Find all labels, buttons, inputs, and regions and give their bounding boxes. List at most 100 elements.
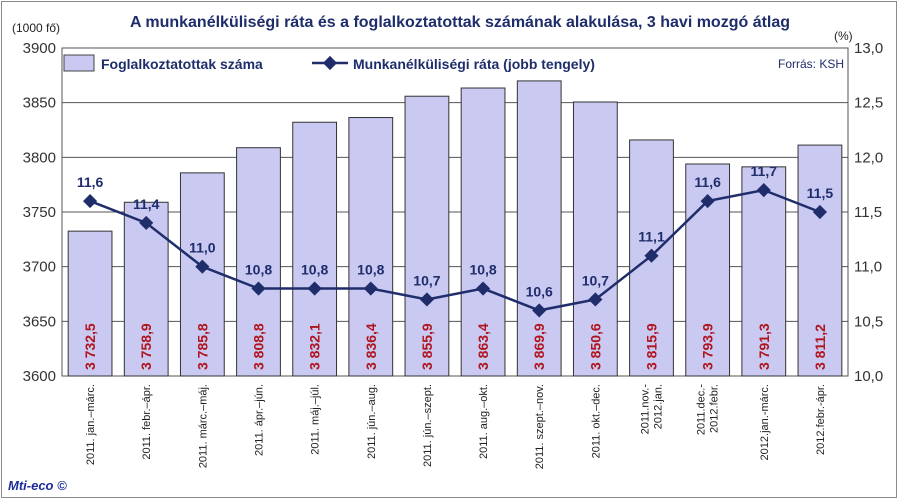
line-value-label: 10,7	[413, 272, 440, 288]
line-point	[476, 281, 491, 296]
category-label: 2011.dec.-	[696, 384, 708, 436]
line-value-label: 10,8	[357, 262, 384, 278]
line-point	[139, 215, 154, 231]
bar-value-label: 3 811,2	[812, 324, 828, 370]
bar-value-label: 3 793,9	[700, 323, 716, 370]
bar	[741, 166, 787, 377]
bar	[460, 87, 506, 377]
left-tick-label: 3750	[23, 204, 56, 221]
category-label: 2012.febr.	[709, 384, 721, 433]
legend-line-marker	[322, 55, 338, 71]
bar	[572, 101, 618, 377]
line-point	[756, 183, 771, 198]
line-value-label: 11,6	[77, 174, 104, 190]
rate-line	[89, 188, 821, 312]
right-tick-label: 10,5	[854, 313, 883, 330]
category-label: 2011. jún.–aug.	[366, 384, 378, 459]
line-point	[532, 303, 547, 318]
line-series: 11,6 11,4 11,0 10,8 10,8 10,8 10,7 10,8 10,6 10,7…	[77, 163, 834, 318]
bar-value-label: 3 785,8	[194, 323, 210, 370]
category-label: 2011. máj.–júl.	[310, 384, 322, 455]
line-point	[588, 292, 603, 307]
bar	[348, 117, 394, 377]
line-value-label: 11,4	[133, 196, 160, 212]
category-label: 2011. okt.–dec.	[590, 384, 602, 458]
left-tick-label: 3650	[23, 313, 56, 330]
category-label: 2011.nov.-	[640, 384, 652, 435]
bar-value-label: 3 791,3	[756, 323, 772, 370]
category-label: 2011. aug.–okt.	[478, 384, 490, 459]
bar-value-label: 3 815,9	[644, 323, 660, 370]
line-value-label: 11,1	[638, 229, 665, 245]
category-labels: 2011. jan.–márc. 2011. febr.–ápr. 2011. má…	[85, 384, 827, 470]
line-point	[83, 193, 98, 209]
bar	[797, 144, 843, 377]
category-label: 2011. jan.–márc.	[85, 384, 97, 465]
bar-value-label: 3 832,1	[307, 323, 323, 370]
bar-value-label: 3 850,6	[587, 323, 603, 370]
category-label: 2011. febr.–ápr.	[141, 384, 153, 460]
bar	[123, 201, 169, 377]
line-point	[307, 281, 322, 296]
legend-bar-label: Foglalkoztatottak száma	[101, 56, 263, 72]
right-tick-label: 12,0	[854, 149, 883, 166]
left-tick-label: 3900	[23, 40, 56, 57]
line-value-label: 10,8	[469, 262, 496, 278]
right-tick-label: 12,5	[854, 95, 883, 112]
bar-value-label: 3 836,4	[363, 323, 379, 370]
line-point	[195, 259, 210, 274]
category-label: 2012.febr.-ápr.	[815, 384, 827, 455]
line-value-label: 10,8	[301, 262, 328, 278]
category-label: 2011. jún.–szept.	[422, 384, 434, 467]
bar-value-label: 3 732,5	[82, 323, 98, 370]
bar	[67, 230, 113, 377]
gridlines	[61, 47, 849, 377]
line-point	[700, 193, 715, 209]
left-axis-ticks: 3600 3650 3700 3750 3800 3850 3900	[23, 40, 56, 385]
line-value-label: 11,5	[807, 185, 834, 201]
line-value-label: 10,7	[582, 272, 609, 288]
bar-value-label: 3 869,9	[531, 323, 547, 370]
bar	[292, 121, 338, 377]
category-label: 2012.jan.-márc.	[759, 384, 771, 460]
chart-title: A munkanélküliségi ráta és a foglalkozta…	[130, 14, 790, 31]
bar	[516, 80, 562, 377]
bar-value-label: 3 758,9	[138, 323, 154, 370]
line-point	[644, 248, 659, 263]
left-tick-label: 3800	[23, 149, 56, 166]
line-point	[363, 281, 378, 296]
source-note: Forrás: KSH	[778, 57, 844, 71]
legend-line-label: Munkanélküliségi ráta (jobb tengely)	[353, 56, 595, 72]
logo: Mti-eco ©	[8, 478, 67, 493]
line-value-label: 10,8	[245, 262, 272, 278]
line-value-label: 11,6	[694, 174, 721, 190]
category-label: 2012.jan.	[653, 384, 665, 429]
right-tick-label: 11,5	[854, 204, 882, 221]
right-tick-label: 10,0	[854, 368, 883, 385]
line-value-label: 11,7	[751, 163, 778, 179]
bar	[236, 147, 281, 377]
right-axis-unit: (%)	[834, 29, 853, 43]
category-label: 2011. ápr.–jún.	[254, 384, 266, 456]
bar-value-label: 3 808,8	[251, 323, 267, 370]
line-point	[419, 292, 434, 307]
category-label: 2011. márc.–máj.	[197, 384, 209, 468]
line-value-label: 10,6	[526, 283, 553, 299]
right-tick-label: 11,0	[854, 259, 882, 276]
line-value-label: 11,0	[189, 240, 216, 256]
left-tick-label: 3600	[23, 368, 56, 385]
right-tick-label: 13,0	[854, 40, 883, 57]
line-point	[812, 204, 827, 220]
legend-bar-swatch	[63, 54, 95, 72]
bar-value-label: 3 855,9	[419, 323, 435, 370]
right-axis-ticks: 10,0 10,5 11,0 11,5 12,0 12,5 13,0	[854, 40, 883, 385]
line-point	[251, 281, 266, 296]
bar-series: 3 732,5 3 758,9 3 785,8 3 808,8 3 832,1 3 836…	[67, 80, 843, 377]
bar-value-label: 3 863,4	[475, 323, 491, 370]
category-label: 2011. szept.–nov.	[534, 384, 546, 469]
bar	[404, 95, 450, 377]
left-tick-label: 3850	[23, 95, 56, 112]
left-axis-unit: (1000 fő)	[12, 21, 60, 35]
